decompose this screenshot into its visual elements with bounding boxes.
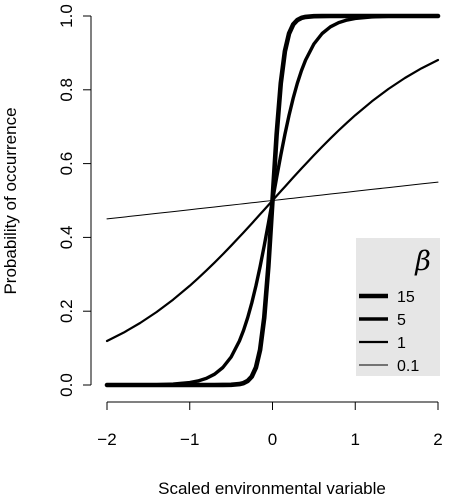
legend-items: 15 5 1 0.1 <box>359 289 419 375</box>
x-tick-label: 0 <box>268 430 277 449</box>
x-tick-label: −1 <box>180 430 199 449</box>
y-tick-label: 0.6 <box>57 152 76 176</box>
y-axis-label: Probability of occurrence <box>1 107 20 294</box>
y-axis: 0.0 0.2 0.4 0.6 0.8 1.0 <box>57 4 92 397</box>
y-tick-label: 0.8 <box>57 78 76 102</box>
y-tick-label: 0.2 <box>57 299 76 323</box>
y-tick-label: 1.0 <box>57 4 76 28</box>
legend-label: 1 <box>397 335 406 352</box>
legend-title: β <box>414 246 431 277</box>
curves-group <box>104 13 441 388</box>
y-tick-label: 0.4 <box>57 226 76 250</box>
legend-box <box>356 238 440 376</box>
legend-label: 0.1 <box>397 358 419 375</box>
curve-beta-15 <box>104 13 441 388</box>
x-tick-label: 1 <box>351 430 360 449</box>
legend: β 15 5 1 0.1 <box>356 238 440 376</box>
legend-label: 15 <box>397 289 415 306</box>
y-tick-label: 0.0 <box>57 373 76 397</box>
x-axis-label: Scaled environmental variable <box>158 479 386 498</box>
x-tick-label: −2 <box>97 430 116 449</box>
legend-label: 5 <box>397 312 406 329</box>
x-axis: −2 −1 0 1 2 <box>97 401 443 449</box>
x-tick-label: 2 <box>433 430 442 449</box>
